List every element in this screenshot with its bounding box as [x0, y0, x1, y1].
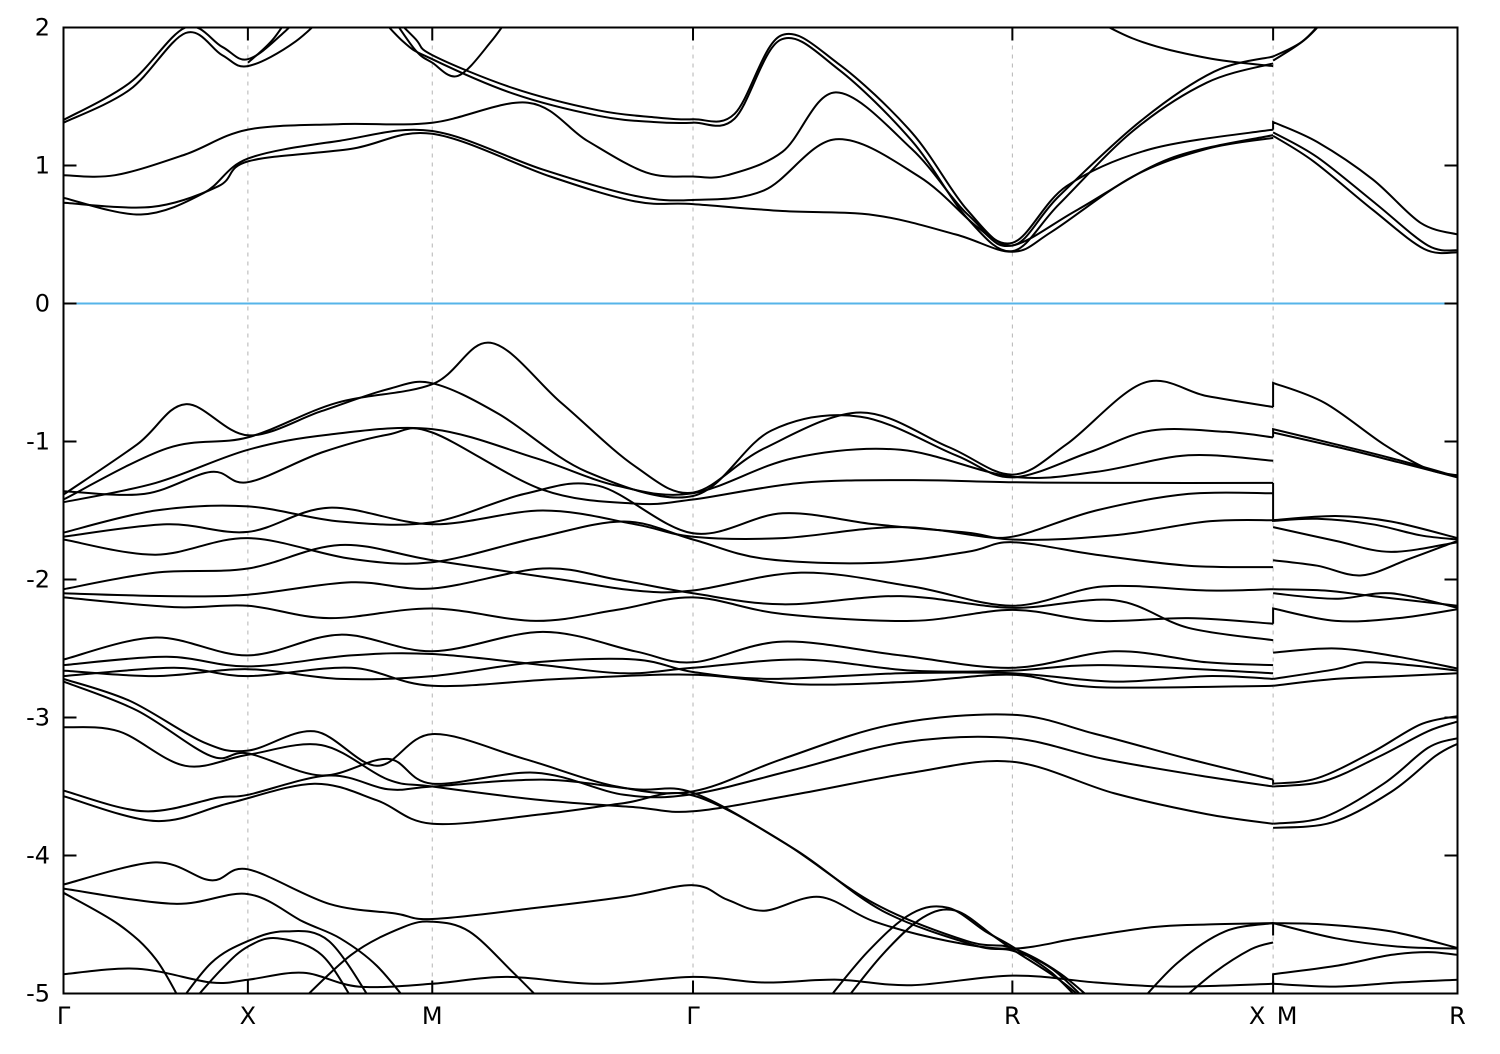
y-tick-labels: 2 1 0 -1 -2 -3 -4 -5	[26, 14, 50, 1008]
band-curve	[1272, 482, 1458, 541]
band-curve	[63, 677, 1274, 795]
y-tick-label: -3	[26, 704, 50, 732]
band-curve	[307, 920, 536, 994]
band-curve	[1273, 647, 1458, 670]
band-curve	[1273, 978, 1458, 988]
band-curve	[63, 131, 1274, 253]
y-tick-label: 1	[35, 152, 50, 180]
band-curve	[1272, 131, 1458, 252]
band-curve	[1272, 715, 1458, 785]
band-curve	[1272, 672, 1458, 687]
y-tick-label: 0	[35, 290, 50, 318]
band-curve	[1272, 661, 1458, 680]
band-curve	[247, 27, 283, 64]
band-curve	[63, 482, 1274, 539]
band-curve	[1273, 742, 1458, 829]
axis-ticks	[62, 26, 1459, 995]
band-curve	[63, 726, 1274, 825]
band-curve	[1272, 120, 1458, 236]
band-curve	[1272, 526, 1458, 553]
k-point-label: X	[240, 1002, 256, 1030]
band-curve	[63, 543, 1274, 607]
k-point-label: M	[422, 1002, 443, 1030]
k-point-label: R	[1449, 1002, 1466, 1030]
band-curve	[63, 426, 1274, 504]
band-curve	[1272, 951, 1458, 984]
band-curve	[1272, 539, 1458, 577]
band-curve	[1273, 592, 1458, 609]
band-curve	[63, 520, 1274, 569]
band-curve	[1106, 27, 1274, 68]
plot-border	[62, 26, 1459, 995]
band-curve	[63, 427, 1274, 506]
band-curve	[1146, 922, 1274, 994]
band-curve	[1272, 922, 1458, 949]
band-curve	[63, 380, 1274, 499]
band-curve	[63, 887, 402, 994]
band-curve	[1272, 427, 1458, 478]
y-tick-label: -5	[26, 980, 50, 1008]
band-curve	[1272, 737, 1458, 825]
band-curve	[63, 630, 1274, 669]
band-curve	[1273, 514, 1458, 540]
band-curve	[402, 27, 1274, 247]
band-curve	[63, 27, 314, 124]
band-curve	[1272, 27, 1319, 62]
k-point-label: X	[1249, 1002, 1265, 1030]
band-curve	[831, 905, 1075, 994]
band-curve	[1272, 720, 1458, 788]
k-point-label: Γ	[57, 1002, 71, 1030]
band-curve	[63, 680, 1274, 799]
band-curve	[1272, 922, 1458, 950]
band-curve	[1272, 431, 1458, 479]
y-tick-label: -2	[26, 566, 50, 594]
band-curve	[198, 937, 350, 994]
y-tick-label: -1	[26, 428, 50, 456]
band-curve	[63, 891, 178, 994]
y-tick-label: -4	[26, 842, 50, 870]
band-curve	[63, 596, 1274, 625]
k-point-label: Γ	[686, 1002, 700, 1030]
band-curve	[849, 908, 1079, 994]
band-curve	[63, 506, 1274, 541]
band-curve	[63, 128, 1274, 248]
band-curve	[184, 930, 368, 994]
y-tick-label: 2	[35, 14, 50, 42]
band-curve	[63, 91, 1274, 245]
band-curve	[63, 666, 1274, 689]
k-gridlines	[247, 27, 1274, 994]
band-curve	[1272, 134, 1458, 255]
band-curve	[63, 567, 1274, 642]
band-curve	[63, 27, 291, 121]
k-point-label: R	[1004, 1002, 1021, 1030]
band-curve	[1273, 588, 1458, 607]
band-curve	[63, 861, 1274, 950]
band-curve	[63, 657, 1274, 683]
band-curve	[63, 652, 1274, 675]
band-curve	[397, 27, 503, 78]
band-curve	[1272, 607, 1458, 624]
band-curve	[63, 774, 1087, 994]
k-point-label: M	[1277, 1002, 1298, 1030]
